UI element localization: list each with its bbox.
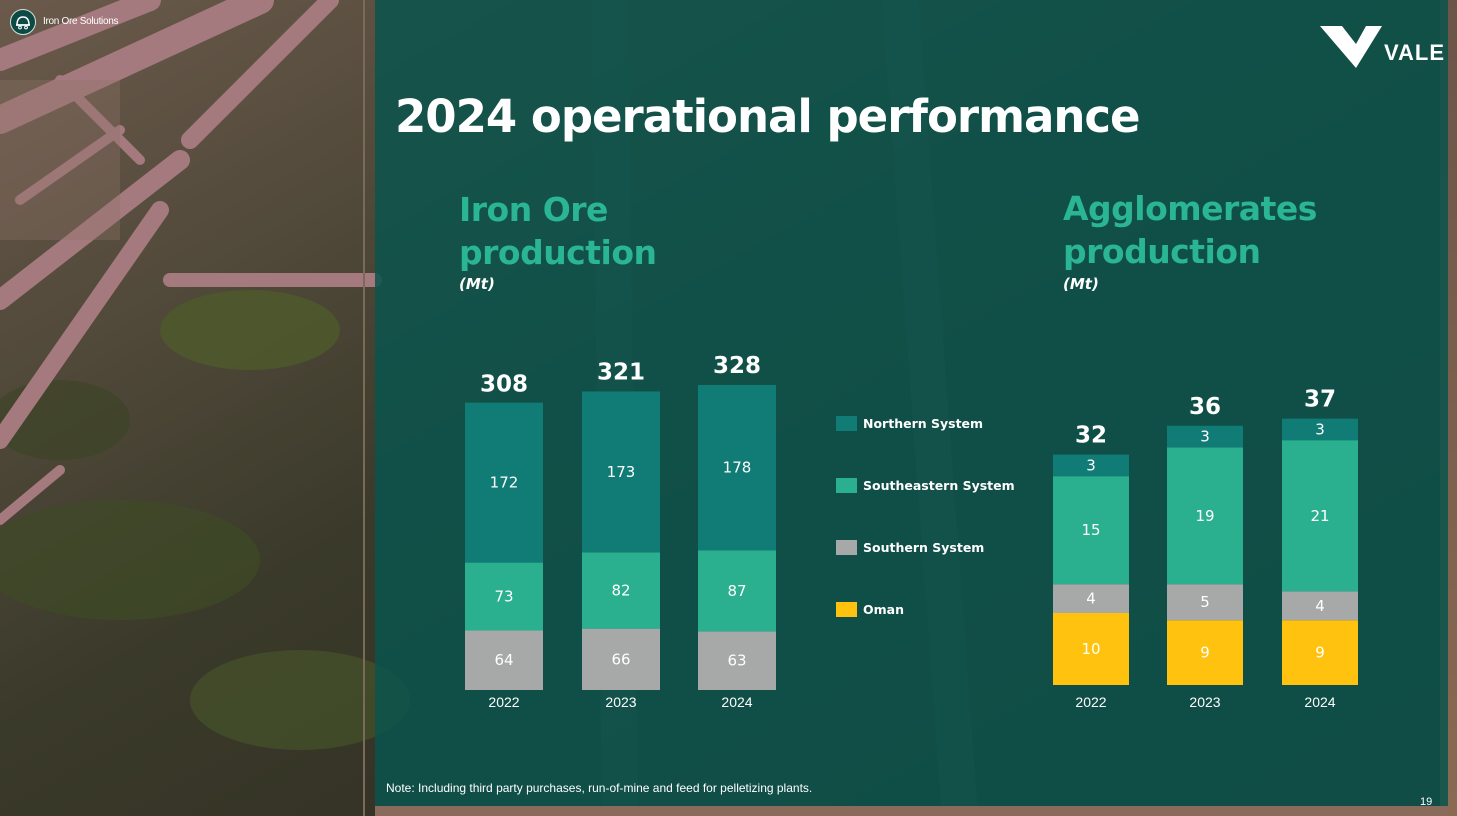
content-panel — [375, 0, 1448, 806]
iron-ore-data-label-2022-southern: 64 — [494, 651, 513, 669]
iron-ore-bar-2024-southeastern — [698, 550, 776, 632]
iron-ore-bar-2023-southeastern — [582, 552, 660, 629]
agglomerates-x-tick-2022: 2022 — [1075, 694, 1106, 710]
iron-ore-bar-2022-northern — [465, 402, 543, 563]
legend-swatch-northern — [836, 415, 857, 431]
agglomerates-total-label-2024: 37 — [1304, 387, 1336, 413]
agglomerates-bar-2023-oman — [1167, 620, 1243, 685]
agglomerates-bar-2024-oman — [1282, 620, 1358, 685]
agglomerates-data-label-2024-oman: 9 — [1315, 644, 1325, 662]
agglomerates-data-label-2023-southern: 5 — [1200, 593, 1210, 611]
agglomerates-data-label-2024-southeastern: 21 — [1310, 507, 1329, 525]
agglomerates-unit: (Mt) — [1063, 275, 1099, 293]
vale-logo: VALE — [1320, 26, 1445, 68]
agglomerates-bar-2022-southern — [1053, 584, 1129, 613]
iron-ore-x-tick-2022: 2022 — [488, 694, 519, 710]
legend-label-southeastern: Southeastern System — [863, 477, 1015, 493]
iron-ore-bar-2022-southeastern — [465, 562, 543, 631]
agglomerates-bar-2024-southeastern — [1282, 440, 1358, 592]
iron-ore-title-line1: Iron Ore — [459, 190, 608, 229]
legend-item-oman: Oman — [836, 600, 904, 618]
agglomerates-data-label-2023-northern: 3 — [1200, 428, 1210, 446]
agglomerates-data-label-2023-southeastern: 19 — [1195, 507, 1214, 525]
agglomerates-title-line1: Agglomerates — [1063, 189, 1317, 228]
agglomerates-bar-2023-southeastern — [1167, 447, 1243, 585]
iron-ore-total-label-2024: 328 — [713, 353, 761, 379]
iron-ore-data-label-2024-northern: 178 — [723, 459, 752, 477]
iron-ore-chart-title: Iron Ore production — [459, 188, 657, 274]
iron-ore-bar-2023-southern — [582, 628, 660, 690]
iron-ore-data-label-2023-southern: 66 — [611, 650, 630, 668]
legend-label-oman: Oman — [863, 601, 904, 617]
section-label: Iron Ore Solutions — [43, 16, 119, 27]
footnote: Note: Including third party purchases, r… — [386, 781, 813, 795]
agglomerates-data-label-2022-oman: 10 — [1081, 640, 1100, 658]
agglomerates-data-label-2024-northern: 3 — [1315, 420, 1325, 438]
legend-label-northern: Northern System — [863, 415, 984, 431]
agglomerates-total-label-2022: 32 — [1075, 423, 1107, 449]
agglomerates-bar-2023-northern — [1167, 425, 1243, 448]
agglomerates-bar-2022-northern — [1053, 454, 1129, 477]
agglomerates-bar-2022-southeastern — [1053, 476, 1129, 585]
agglomerates-x-tick-2024: 2024 — [1304, 694, 1335, 710]
agglomerates-bar-2023-southern — [1167, 584, 1243, 621]
iron-ore-unit: (Mt) — [459, 275, 495, 293]
iron-ore-data-label-2024-southern: 63 — [727, 652, 746, 670]
iron-ore-data-label-2023-northern: 173 — [607, 463, 636, 481]
agglomerates-data-label-2022-northern: 3 — [1086, 456, 1096, 474]
logo-text: VALE — [1384, 40, 1445, 65]
agglomerates-chart-title: Agglomerates production — [1063, 187, 1317, 273]
agglomerates-bar-2024-northern — [1282, 418, 1358, 441]
legend-label-southern: Southern System — [863, 539, 985, 555]
legend-swatch-southeastern — [836, 477, 857, 493]
iron-ore-data-label-2023-southeastern: 82 — [611, 581, 630, 599]
agglomerates-bar-2022-oman — [1053, 613, 1129, 685]
iron-ore-title-line2: production — [459, 233, 657, 272]
agglomerates-total-label-2023: 36 — [1189, 394, 1221, 420]
iron-ore-bar-2022-southern — [465, 630, 543, 690]
agglomerates-data-label-2024-southern: 4 — [1315, 597, 1325, 615]
agglomerates-data-label-2022-southeastern: 15 — [1081, 521, 1100, 539]
agglomerates-x-tick-2023: 2023 — [1189, 694, 1220, 710]
iron-ore-data-label-2024-southeastern: 87 — [727, 582, 746, 600]
iron-ore-bar-2024-southern — [698, 631, 776, 690]
iron-ore-bar-2024-northern — [698, 384, 776, 551]
helmet-icon — [10, 9, 36, 35]
iron-ore-data-label-2022-northern: 172 — [490, 474, 519, 492]
iron-ore-x-tick-2024: 2024 — [721, 694, 752, 710]
iron-ore-total-label-2022: 308 — [480, 372, 528, 398]
iron-ore-bar-2023-northern — [582, 391, 660, 553]
iron-ore-data-label-2022-southeastern: 73 — [494, 588, 513, 606]
legend-swatch-oman — [836, 601, 857, 617]
legend-swatch-southern — [836, 539, 857, 555]
legend-item-northern: Northern System — [836, 414, 983, 432]
page-title: 2024 operational performance — [395, 90, 1141, 143]
legend-item-southern: Southern System — [836, 538, 984, 556]
page-number: 19 — [1420, 796, 1433, 808]
agglomerates-data-label-2022-southern: 4 — [1086, 590, 1096, 608]
agglomerates-title-line2: production — [1063, 232, 1261, 271]
legend-item-southeastern: Southeastern System — [836, 476, 1015, 494]
iron-ore-x-tick-2023: 2023 — [605, 694, 636, 710]
agglomerates-data-label-2023-oman: 9 — [1200, 644, 1210, 662]
agglomerates-bar-2024-southern — [1282, 591, 1358, 621]
iron-ore-total-label-2023: 321 — [597, 359, 645, 385]
